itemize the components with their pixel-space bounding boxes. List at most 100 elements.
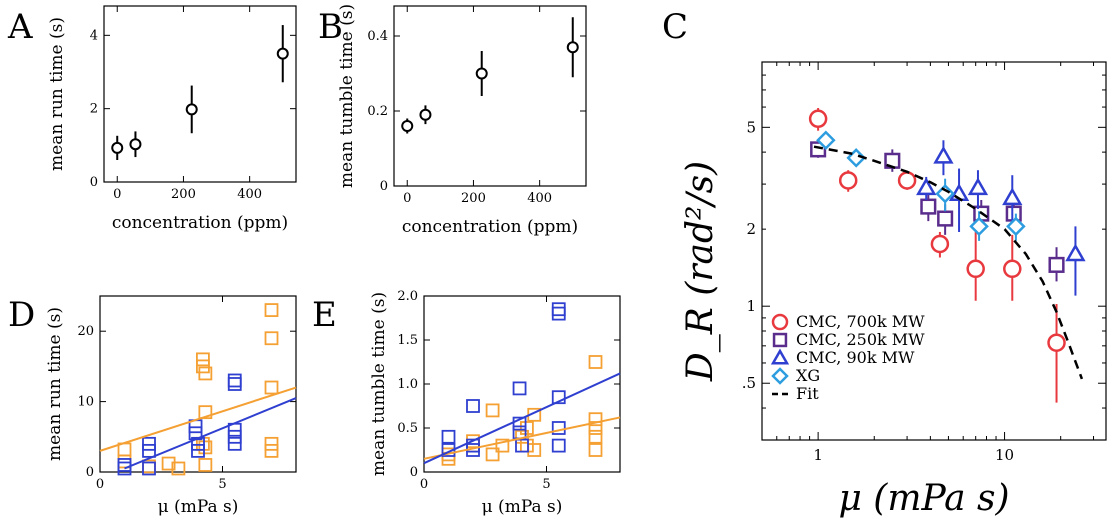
data-point-circle xyxy=(968,261,984,277)
data-point-square xyxy=(143,438,155,450)
y-tick-label: 0 xyxy=(410,465,418,480)
x-tick-label: 0 xyxy=(420,477,428,492)
y-axis-label: mean run time (s) xyxy=(45,307,65,461)
data-point-square xyxy=(528,444,540,456)
data-point-square xyxy=(1050,258,1064,272)
data-point-square xyxy=(119,455,131,467)
y-tick-label: 20 xyxy=(77,324,94,339)
y-tick-label: 0 xyxy=(90,175,98,190)
fit-line xyxy=(125,398,297,468)
legend-swatch xyxy=(773,315,787,329)
data-point-triangle xyxy=(1067,246,1083,260)
data-point-square xyxy=(487,404,499,416)
data-point-square xyxy=(938,212,952,226)
data-point-square xyxy=(443,431,455,443)
x-tick-label: 0 xyxy=(96,477,104,492)
x-axis-label: concentration (ppm) xyxy=(402,217,578,237)
data-point-square xyxy=(266,304,278,316)
data-point xyxy=(420,110,430,120)
legend-swatch xyxy=(773,351,787,363)
data-point-square xyxy=(467,400,479,412)
panel-letter-a: A xyxy=(7,7,33,47)
x-tick-label: 400 xyxy=(237,187,262,202)
y-tick-label: 5 xyxy=(746,118,756,136)
panel-e-chart: 0 500.51.01.52.0μ (mPa s)mean tumble time… xyxy=(369,289,620,517)
data-point-square xyxy=(229,431,241,443)
plot-frame xyxy=(104,6,296,182)
data-point-square xyxy=(521,440,533,452)
data-point-square xyxy=(514,382,526,394)
data-point-square xyxy=(192,445,204,457)
data-point-square xyxy=(266,332,278,344)
plot-frame xyxy=(424,296,620,472)
fit-line xyxy=(100,388,296,451)
data-point-square xyxy=(266,382,278,394)
data-point-square xyxy=(516,440,528,452)
y-axis-label: mean tumble time (s) xyxy=(337,4,357,188)
x-tick-label: 5 xyxy=(542,477,550,492)
data-point-circle xyxy=(1049,335,1065,351)
data-point-square xyxy=(266,445,278,457)
data-point-circle xyxy=(899,172,915,188)
y-tick-label: 0 xyxy=(86,465,94,480)
data-point xyxy=(402,121,412,131)
panel-letter-e: E xyxy=(312,295,337,335)
y-tick-label: 4 xyxy=(90,28,98,43)
x-tick-label: 200 xyxy=(461,191,486,206)
data-point-triangle xyxy=(970,180,986,194)
panel-c-chart: 1 10 .5 1 2 5 μ (mPa s) D_R (rad²/s) CMC, 700k M… xyxy=(680,62,1106,519)
data-point-square xyxy=(197,353,209,365)
legend-label: CMC, 700k MW xyxy=(796,312,925,331)
x-tick-label: 400 xyxy=(527,191,552,206)
data-point-circle xyxy=(840,172,856,188)
data-point-square xyxy=(521,422,533,434)
fit-line xyxy=(424,417,620,458)
x-tick-label: 0 xyxy=(403,191,411,206)
data-point-square xyxy=(1007,207,1021,221)
data-point-square xyxy=(266,438,278,450)
data-point-square xyxy=(922,200,936,214)
y-tick-label: 1.5 xyxy=(397,333,418,348)
panel-letter-c: C xyxy=(662,7,688,47)
data-point-square xyxy=(229,378,241,390)
x-tick-label: 1 xyxy=(813,446,823,464)
x-axis-label: μ (mPa s) xyxy=(158,497,239,517)
y-tick-label: 1 xyxy=(746,297,756,315)
data-point-square xyxy=(590,431,602,443)
legend-label: CMC, 250k MW xyxy=(796,330,925,349)
data-point-square xyxy=(590,356,602,368)
y-tick-label: 1.0 xyxy=(397,377,418,392)
data-point-square xyxy=(119,459,131,471)
y-axis-label: mean run time (s) xyxy=(47,17,67,171)
legend-swatch xyxy=(774,334,786,346)
data-point-square xyxy=(229,438,241,450)
legend-label: CMC, 90k MW xyxy=(796,348,915,367)
panel-a-chart: 0 200 400024concentration (ppm)mean run ti… xyxy=(47,6,296,233)
x-tick-label: 5 xyxy=(218,477,226,492)
plot-frame xyxy=(394,6,586,186)
y-tick-label: 2 xyxy=(90,102,98,117)
y-tick-label: .5 xyxy=(742,374,756,392)
y-axis-label: D_R (rad²/s) xyxy=(680,161,721,382)
data-point-square xyxy=(199,459,211,471)
data-point-square xyxy=(590,444,602,456)
x-axis-label: μ (mPa s) xyxy=(482,497,563,517)
y-tick-label: 10 xyxy=(77,395,94,410)
y-axis-label: mean tumble time (s) xyxy=(369,292,389,476)
data-point-circle xyxy=(810,111,826,127)
data-point-triangle xyxy=(935,148,951,162)
legend-swatch xyxy=(773,369,787,383)
x-tick-label: 10 xyxy=(995,446,1014,464)
data-point-square xyxy=(229,374,241,386)
x-axis-label: concentration (ppm) xyxy=(112,213,288,233)
fit-line xyxy=(424,373,620,463)
data-point xyxy=(130,139,140,149)
y-tick-label: 2.0 xyxy=(397,289,418,304)
data-point-triangle xyxy=(1004,190,1020,204)
y-tick-label: 0.4 xyxy=(367,29,388,44)
y-tick-label: 2 xyxy=(746,220,756,238)
data-point xyxy=(568,42,578,52)
data-point xyxy=(187,104,197,114)
panel-d-chart: 0 5 0 10 20 μ (mPa s) mean run time (s) xyxy=(45,296,296,517)
